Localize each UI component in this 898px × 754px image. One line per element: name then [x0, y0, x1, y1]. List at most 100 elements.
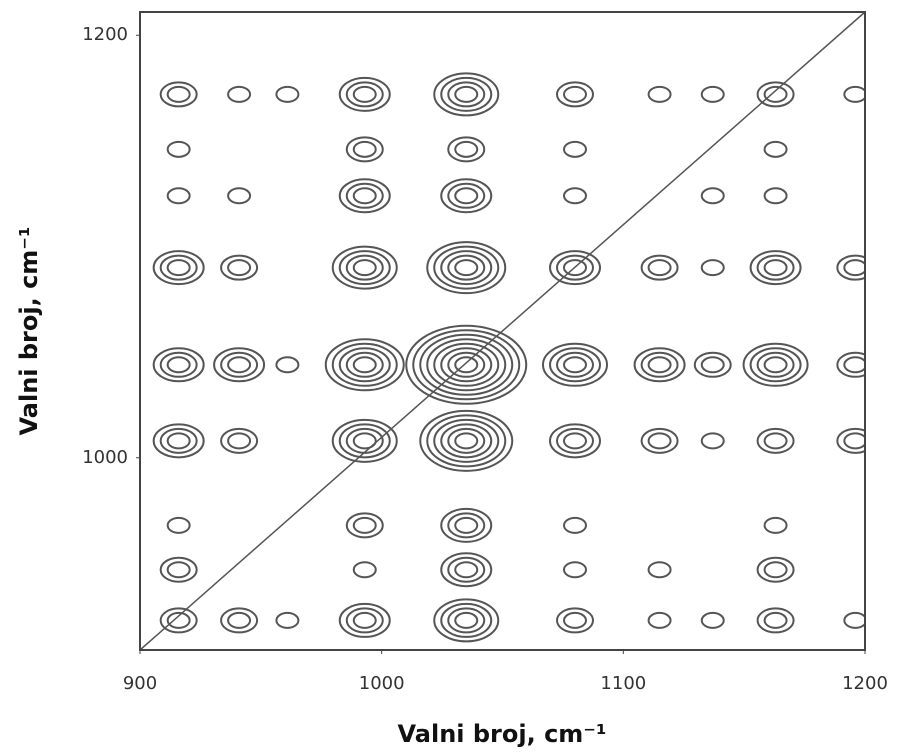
contour-line: [338, 602, 391, 638]
contour-line: [640, 351, 679, 378]
contour-line: [345, 512, 384, 539]
contour-line: [763, 561, 788, 579]
contour-line: [159, 81, 198, 108]
contour-line: [756, 427, 795, 454]
contour-line: [700, 356, 725, 374]
contour-line: [352, 516, 377, 534]
contour-line: [338, 347, 391, 383]
contour-line: [454, 356, 479, 374]
contour-line: [352, 356, 377, 374]
contour-line: [563, 561, 587, 579]
contour-line: [836, 254, 865, 281]
contour-line: [556, 427, 594, 454]
y-tick-label: 1200: [82, 24, 128, 45]
contour-line: [563, 140, 587, 158]
y-tick-label: 1000: [82, 447, 128, 468]
contour-line: [352, 561, 377, 579]
contour-line: [352, 85, 377, 103]
contour-line: [756, 81, 795, 108]
contour-line: [352, 187, 377, 205]
contour-line: [763, 432, 788, 450]
contour-line: [447, 81, 486, 108]
contour-line: [338, 250, 391, 286]
contour-line: [447, 136, 486, 163]
contour-line: [700, 187, 725, 205]
contour-line: [843, 611, 865, 629]
contour-line: [345, 607, 384, 634]
contour-line: [159, 556, 198, 583]
contour-line: [454, 140, 479, 158]
contour-line: [227, 356, 252, 374]
contour-line: [749, 347, 802, 383]
plot-frame: [139, 11, 866, 651]
contour-line: [647, 611, 672, 629]
contour-line: [447, 512, 486, 539]
contour-line: [352, 432, 377, 450]
contour-line: [433, 72, 500, 117]
contour-line: [549, 347, 601, 383]
contour-line: [227, 187, 252, 205]
contour-line: [166, 611, 191, 629]
x-tick-label: 900: [123, 673, 157, 694]
contour-line: [756, 607, 795, 634]
contour-line: [426, 414, 507, 468]
contour-line: [542, 342, 608, 387]
contour-line: [345, 136, 384, 163]
contour-line: [352, 259, 377, 277]
contour-line: [275, 611, 300, 629]
contour-line: [220, 351, 259, 378]
contour-line: [843, 259, 865, 277]
contour-line: [763, 85, 788, 103]
contour-line: [454, 561, 479, 579]
contour-line: [345, 254, 384, 281]
contour-line: [647, 432, 672, 450]
x-axis-label: Valni broj, cm⁻¹: [398, 720, 607, 748]
contour-line: [454, 259, 479, 277]
contour-line: [433, 342, 500, 387]
contour-line: [549, 423, 601, 459]
contour-line: [331, 418, 398, 463]
contour-line: [563, 432, 587, 450]
contour-line: [166, 356, 191, 374]
contour-line: [447, 427, 486, 454]
contour-line: [563, 187, 587, 205]
x-tick-label: 1000: [359, 673, 405, 694]
contour-line: [647, 561, 672, 579]
contour-line: [843, 356, 865, 374]
contour-line: [440, 423, 493, 459]
contour-line: [345, 182, 384, 209]
contour-line: [152, 250, 205, 286]
contour-line: [440, 250, 493, 286]
contour-line: [227, 432, 252, 450]
x-tick-label: 1200: [842, 673, 888, 694]
contour-line: [166, 432, 191, 450]
contour-line: [763, 356, 788, 374]
contour-line: [700, 259, 725, 277]
contour-line: [763, 259, 788, 277]
contour-line: [640, 427, 679, 454]
contour-line: [647, 356, 672, 374]
contour-line: [563, 259, 587, 277]
contour-line: [700, 611, 725, 629]
contour-line: [159, 607, 198, 634]
contour-line: [563, 356, 587, 374]
contour-line: [447, 351, 486, 378]
contour-line: [166, 187, 191, 205]
contour-line: [647, 85, 672, 103]
contour-line: [454, 516, 479, 534]
contour-line: [556, 81, 594, 108]
contour-line: [563, 516, 587, 534]
contour-line: [331, 245, 398, 290]
contour-line: [836, 351, 865, 378]
contour-line: [763, 516, 788, 534]
contour-line: [405, 324, 528, 405]
contour-line: [345, 351, 384, 378]
contour-line: [338, 76, 391, 112]
contour-line: [454, 432, 479, 450]
contour-line: [419, 333, 514, 396]
contour-line: [556, 607, 594, 634]
contour-line: [556, 254, 594, 281]
contour-line: [693, 351, 732, 378]
contour-line: [447, 254, 486, 281]
